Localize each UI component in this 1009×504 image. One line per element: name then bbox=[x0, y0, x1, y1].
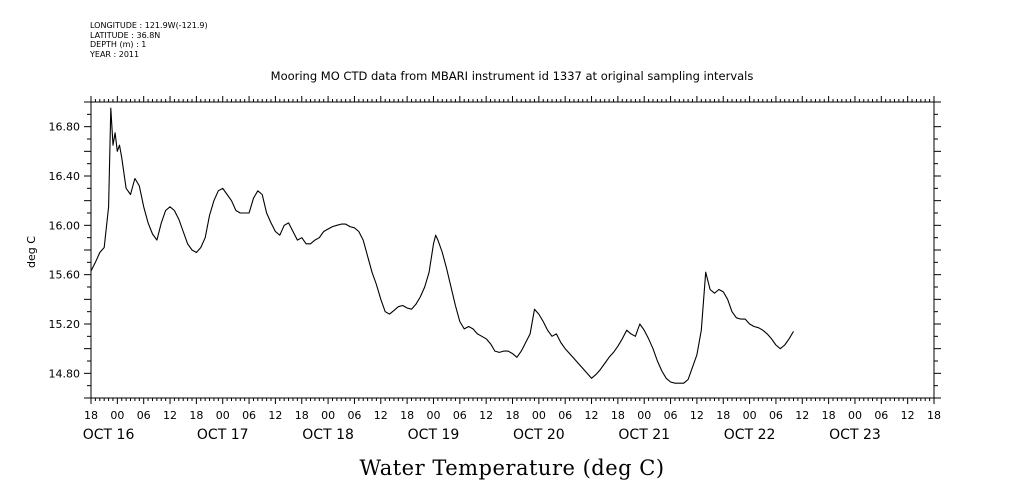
x-day-label: OCT 16 bbox=[83, 427, 135, 443]
x-day-label: OCT 19 bbox=[408, 427, 460, 443]
year-label: YEAR : 2011 bbox=[90, 49, 140, 59]
y-axis-ticks: 14.80 15.20 15.60 16.00 16.40 16.80 bbox=[49, 101, 941, 399]
x-day-label: OCT 21 bbox=[618, 427, 670, 443]
x-tick-label: 06 bbox=[874, 409, 888, 422]
latitude-label: LATITUDE : 36.8N bbox=[90, 30, 161, 40]
x-tick-label: 18 bbox=[84, 409, 98, 422]
x-tick-label: 18 bbox=[716, 409, 730, 422]
x-tick-label: 18 bbox=[295, 409, 309, 422]
x-tick-label: 12 bbox=[163, 409, 177, 422]
x-tick-label: 12 bbox=[585, 409, 599, 422]
x-tick-label: 18 bbox=[189, 409, 203, 422]
x-tick-label: 00 bbox=[532, 409, 546, 422]
y-tick-label: 14.80 bbox=[49, 367, 81, 380]
x-tick-label: 06 bbox=[242, 409, 256, 422]
x-tick-label: 00 bbox=[848, 409, 862, 422]
y-tick-label: 15.20 bbox=[49, 318, 81, 331]
x-tick-label: 00 bbox=[216, 409, 230, 422]
depth-label: DEPTH (m) : 1 bbox=[90, 40, 147, 50]
y-tick-label: 15.60 bbox=[49, 269, 81, 282]
x-tick-label: 00 bbox=[426, 409, 440, 422]
x-day-label: OCT 23 bbox=[829, 427, 881, 443]
metadata-block: LONGITUDE : 121.9W(-121.9) LATITUDE : 36… bbox=[90, 21, 208, 59]
x-tick-label: 06 bbox=[664, 409, 678, 422]
x-tick-label: 06 bbox=[137, 409, 151, 422]
x-tick-label: 12 bbox=[479, 409, 493, 422]
x-tick-label: 18 bbox=[611, 409, 625, 422]
x-day-label: OCT 20 bbox=[513, 427, 565, 443]
x-tick-label: 12 bbox=[268, 409, 282, 422]
x-tick-label: 18 bbox=[927, 409, 941, 422]
x-tick-label: 00 bbox=[743, 409, 757, 422]
chart-title: Mooring MO CTD data from MBARI instrumen… bbox=[271, 69, 754, 83]
x-tick-label: 18 bbox=[400, 409, 414, 422]
x-axis-label: Water Temperature (deg C) bbox=[359, 456, 664, 480]
x-tick-label: 12 bbox=[901, 409, 915, 422]
x-day-label: OCT 18 bbox=[302, 427, 354, 443]
x-tick-label: 12 bbox=[690, 409, 704, 422]
x-day-label: OCT 17 bbox=[197, 427, 249, 443]
y-axis-label: deg C bbox=[25, 236, 38, 268]
plot-frame bbox=[90, 96, 935, 404]
x-tick-label: 12 bbox=[374, 409, 388, 422]
x-tick-label: 00 bbox=[110, 409, 124, 422]
x-axis-ticks: 18 00 06 12 18 00 06 12 18 00 06 12 18 00 06 12 18 00 06 12… bbox=[83, 409, 941, 443]
x-tick-label: 06 bbox=[453, 409, 467, 422]
x-tick-label: 06 bbox=[347, 409, 361, 422]
x-day-label: OCT 22 bbox=[724, 427, 776, 443]
x-tick-label: 12 bbox=[795, 409, 809, 422]
x-tick-label: 00 bbox=[321, 409, 335, 422]
x-tick-label: 18 bbox=[822, 409, 836, 422]
series-layer bbox=[90, 107, 794, 384]
y-tick-label: 16.00 bbox=[49, 219, 81, 232]
x-tick-label: 06 bbox=[769, 409, 783, 422]
x-tick-label: 06 bbox=[558, 409, 572, 422]
y-tick-label: 16.80 bbox=[49, 121, 81, 134]
longitude-label: LONGITUDE : 121.9W(-121.9) bbox=[90, 21, 208, 30]
x-tick-label: 00 bbox=[637, 409, 651, 422]
temperature-series-line bbox=[90, 107, 794, 384]
y-tick-label: 16.40 bbox=[49, 170, 81, 183]
x-tick-label: 18 bbox=[506, 409, 520, 422]
